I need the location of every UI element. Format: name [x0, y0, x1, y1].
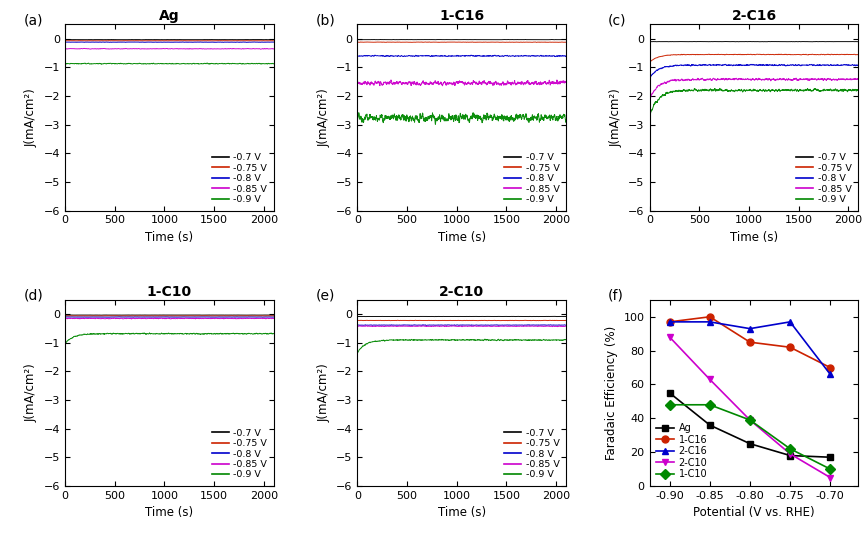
- Text: (b): (b): [316, 13, 336, 27]
- 2-C10: [745, 416, 755, 423]
- 1-C16: [705, 313, 715, 320]
- Ag: [664, 390, 675, 396]
- 1-C10: [705, 401, 715, 408]
- Y-axis label: J(mA/cm²): J(mA/cm²): [25, 88, 38, 147]
- Y-axis label: Faradaic Efficiency (%): Faradaic Efficiency (%): [605, 326, 618, 460]
- Ag: [825, 454, 836, 460]
- X-axis label: Potential (V vs. RHE): Potential (V vs. RHE): [693, 507, 815, 520]
- Title: 2-C10: 2-C10: [439, 285, 485, 299]
- Legend: -0.7 V, -0.75 V, -0.8 V, -0.85 V, -0.9 V: -0.7 V, -0.75 V, -0.8 V, -0.85 V, -0.9 V: [210, 427, 269, 481]
- Line: 1-C16: 1-C16: [666, 313, 834, 371]
- Legend: Ag, 1-C16, 2-C16, 2-C10, 1-C10: Ag, 1-C16, 2-C16, 2-C10, 1-C10: [655, 421, 709, 481]
- Y-axis label: J(mA/cm²): J(mA/cm²): [610, 88, 623, 147]
- 2-C16: [825, 371, 836, 377]
- 2-C16: [745, 325, 755, 332]
- Y-axis label: J(mA/cm²): J(mA/cm²): [25, 364, 38, 422]
- Title: 1-C16: 1-C16: [439, 9, 485, 23]
- 1-C10: [745, 416, 755, 423]
- Text: (d): (d): [23, 289, 43, 302]
- Line: 2-C16: 2-C16: [666, 318, 834, 378]
- 1-C10: [664, 401, 675, 408]
- Text: (a): (a): [23, 13, 42, 27]
- 2-C10: [664, 334, 675, 340]
- Title: Ag: Ag: [160, 9, 179, 23]
- Ag: [745, 440, 755, 447]
- 2-C16: [785, 319, 795, 325]
- 2-C10: [705, 376, 715, 383]
- Legend: -0.7 V, -0.75 V, -0.8 V, -0.85 V, -0.9 V: -0.7 V, -0.75 V, -0.8 V, -0.85 V, -0.9 V: [502, 427, 561, 481]
- Line: 1-C10: 1-C10: [666, 401, 834, 472]
- 1-C16: [664, 319, 675, 325]
- Ag: [705, 422, 715, 428]
- Y-axis label: J(mA/cm²): J(mA/cm²): [317, 88, 330, 147]
- Text: (e): (e): [316, 289, 335, 302]
- Y-axis label: J(mA/cm²): J(mA/cm²): [317, 364, 330, 422]
- X-axis label: Time (s): Time (s): [438, 507, 486, 520]
- Legend: -0.7 V, -0.75 V, -0.8 V, -0.85 V, -0.9 V: -0.7 V, -0.75 V, -0.8 V, -0.85 V, -0.9 V: [502, 151, 561, 206]
- Title: 2-C16: 2-C16: [732, 9, 777, 23]
- 2-C16: [664, 319, 675, 325]
- Legend: -0.7 V, -0.75 V, -0.8 V, -0.85 V, -0.9 V: -0.7 V, -0.75 V, -0.8 V, -0.85 V, -0.9 V: [210, 151, 269, 206]
- X-axis label: Time (s): Time (s): [146, 231, 193, 244]
- 1-C10: [825, 466, 836, 472]
- X-axis label: Time (s): Time (s): [146, 507, 193, 520]
- Text: (c): (c): [608, 13, 626, 27]
- X-axis label: Time (s): Time (s): [730, 231, 778, 244]
- Legend: -0.7 V, -0.75 V, -0.8 V, -0.85 V, -0.9 V: -0.7 V, -0.75 V, -0.8 V, -0.85 V, -0.9 V: [794, 151, 854, 206]
- Ag: [785, 452, 795, 459]
- Line: 2-C10: 2-C10: [666, 333, 834, 481]
- 1-C16: [825, 364, 836, 371]
- 2-C10: [825, 474, 836, 481]
- 2-C16: [705, 319, 715, 325]
- Text: (f): (f): [608, 289, 623, 302]
- 1-C10: [785, 445, 795, 452]
- Title: 1-C10: 1-C10: [147, 285, 192, 299]
- X-axis label: Time (s): Time (s): [438, 231, 486, 244]
- Line: Ag: Ag: [666, 389, 834, 460]
- 2-C10: [785, 451, 795, 457]
- 1-C16: [785, 344, 795, 351]
- 1-C16: [745, 339, 755, 345]
